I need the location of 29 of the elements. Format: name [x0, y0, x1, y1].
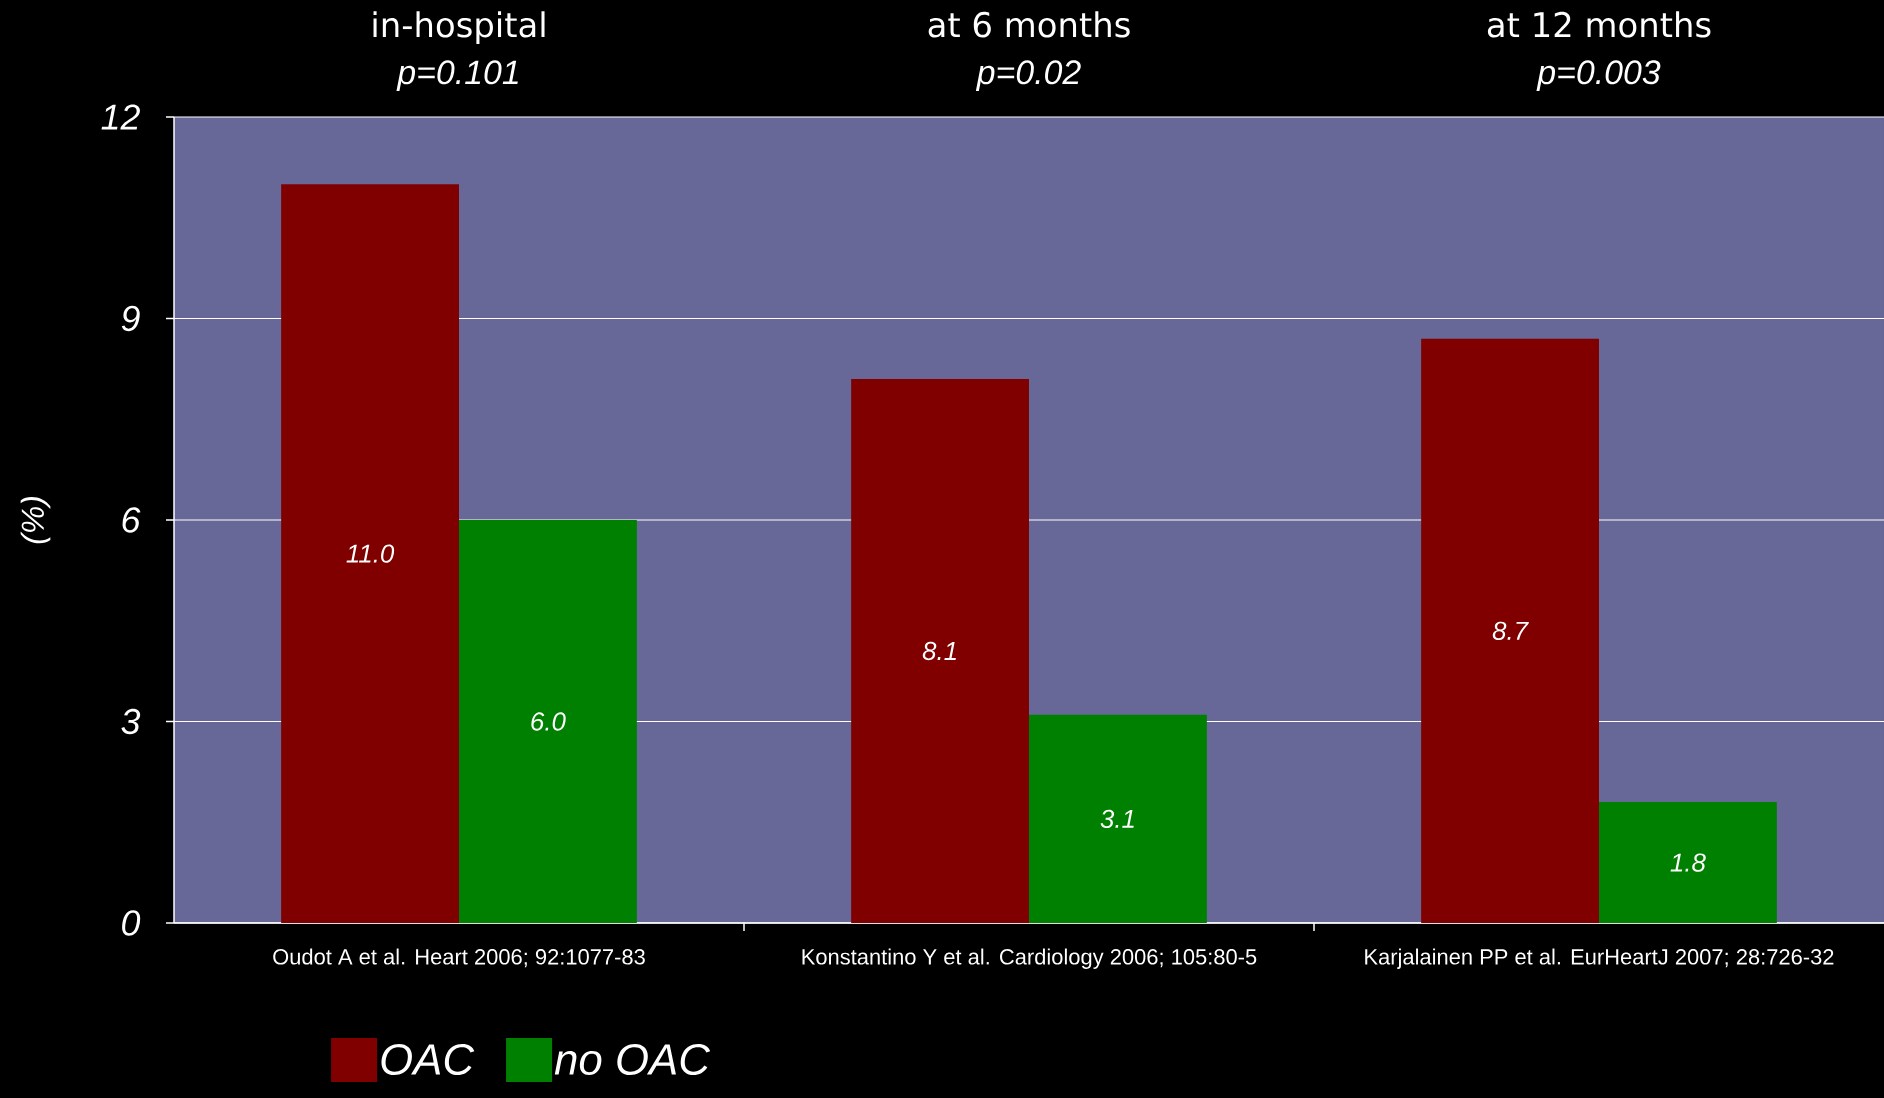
bar: [1029, 714, 1207, 923]
data-label: 8.1: [922, 641, 956, 661]
legend-label: no OAC: [554, 1043, 711, 1075]
y-tick-label: 3: [121, 708, 141, 735]
bar: [851, 378, 1029, 923]
y-tick-label: 12: [101, 104, 140, 130]
x-tick-label: Konstantino Y et al. Cardiology 2006; 105:80-5: [802, 948, 1257, 969]
y-axis-title: (%): [20, 497, 51, 544]
bar: [1599, 802, 1777, 923]
bar: [1421, 338, 1599, 923]
y-tick-label: 9: [121, 305, 140, 332]
text: in-hospital: [373, 11, 545, 45]
data-label: 11.0: [346, 544, 395, 563]
bar: [281, 184, 459, 923]
text: p=0.101: [396, 60, 518, 92]
bar: [459, 520, 637, 923]
data-label: 1.8: [1670, 853, 1706, 872]
data-label: 3.1: [1100, 809, 1134, 829]
text: p=0.02: [975, 60, 1081, 92]
x-tick-label: Oudot A et al. Heart 2006; 92:1077-83: [273, 948, 645, 968]
y-tick-label: 0: [122, 910, 141, 936]
data-label: 8.7: [1492, 621, 1529, 640]
text: p=0.003: [1536, 60, 1661, 92]
y-tick-label: 6: [122, 507, 141, 533]
legend-label: OAC: [381, 1043, 475, 1075]
x-tick-label: Karjalainen PP et al. EurHeartJ 2007; 28:726-32: [1365, 948, 1834, 969]
data-label: 6.0: [531, 712, 566, 731]
text: at 6 months: [928, 11, 1130, 38]
text: at 12 months: [1487, 11, 1711, 38]
